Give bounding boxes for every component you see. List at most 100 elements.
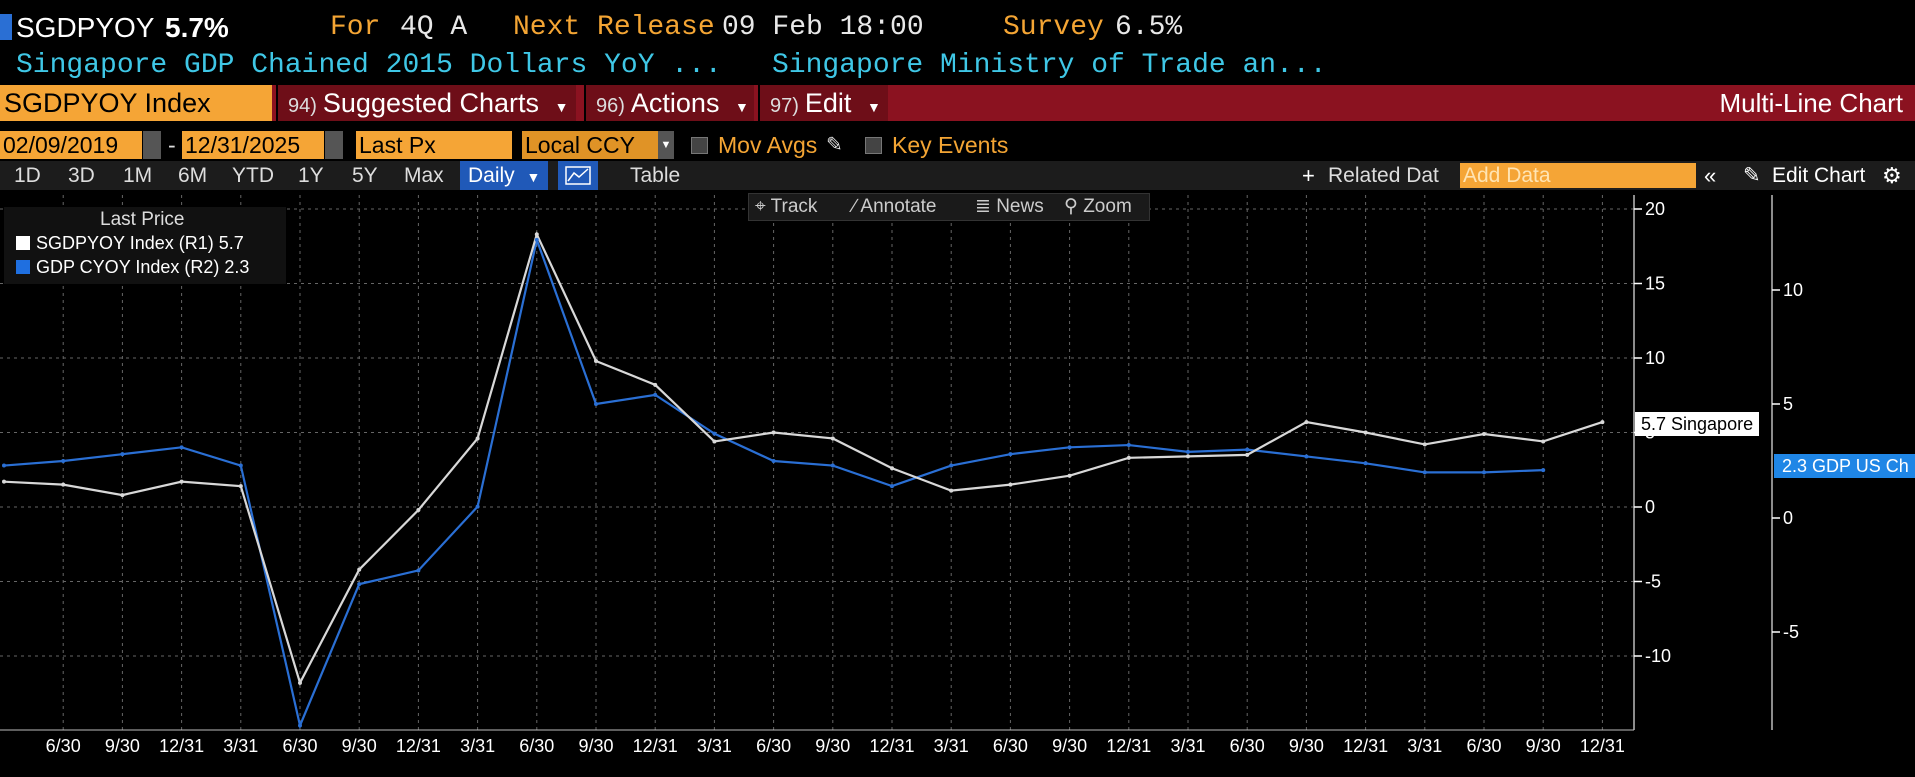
range-max[interactable]: Max <box>404 164 444 187</box>
table-button[interactable]: Table <box>630 164 681 187</box>
legend-item-sgdpyoy[interactable]: SGDPYOY Index (R1) 5.7 <box>16 233 244 254</box>
series-gdp-cyoy-point[interactable] <box>949 463 954 468</box>
legend-item-gdp-cyoy[interactable]: GDP CYOY Index (R2) 2.3 <box>16 257 249 278</box>
series-gdp-cyoy-point[interactable] <box>1067 445 1072 450</box>
series-sgdpyoy-point[interactable] <box>1482 431 1486 436</box>
line-chart-icon[interactable] <box>558 161 598 190</box>
series-gdp-cyoy-point[interactable] <box>357 582 362 587</box>
series-sgdpyoy-point[interactable] <box>712 439 717 444</box>
chevron-down-icon[interactable]: ▼ <box>658 131 674 159</box>
series-sgdpyoy-point[interactable] <box>61 482 66 487</box>
series-sgdpyoy-point[interactable] <box>2 479 6 484</box>
series-sgdpyoy-point[interactable] <box>830 436 835 441</box>
series-sgdpyoy-point[interactable] <box>594 358 598 363</box>
series-sgdpyoy-point[interactable] <box>1008 482 1013 487</box>
series-sgdpyoy-point[interactable] <box>1422 442 1427 447</box>
series-gdp-cyoy-point[interactable] <box>1482 470 1486 475</box>
series-gdp-cyoy-point[interactable] <box>238 463 243 468</box>
series-sgdpyoy-point[interactable] <box>949 488 954 493</box>
series-gdp-cyoy-point[interactable] <box>120 452 125 457</box>
x-tick-label: 3/31 <box>460 736 495 756</box>
series-gdp-cyoy-point[interactable] <box>712 431 717 436</box>
plus-icon[interactable]: + <box>1302 163 1315 188</box>
pencil-icon[interactable]: ✎ <box>1743 164 1761 187</box>
range-1m[interactable]: 1M <box>123 164 153 187</box>
series-gdp-cyoy-point[interactable] <box>2 463 6 468</box>
range-3d[interactable]: 3D <box>68 164 95 187</box>
end-date-input[interactable]: 12/31/2025 <box>182 131 324 159</box>
annotate-button[interactable]: ∕ Annotate <box>853 194 937 220</box>
range-5y[interactable]: 5Y <box>352 164 378 187</box>
series-gdp-cyoy-point[interactable] <box>1008 452 1013 457</box>
series-gdp-cyoy-point[interactable] <box>179 445 184 450</box>
series-sgdpyoy-point[interactable] <box>298 680 302 685</box>
series-gdp-cyoy-point[interactable] <box>1186 449 1190 454</box>
track-button[interactable]: ⌖ Track <box>755 194 817 220</box>
series-gdp-cyoy-point[interactable] <box>653 392 658 397</box>
series-gdp-cyoy-point[interactable] <box>1304 454 1309 459</box>
series-gdp-cyoy-point[interactable] <box>298 723 302 728</box>
chart-legend[interactable]: Last Price SGDPYOY Index (R1) 5.7 GDP CY… <box>4 207 286 284</box>
series-gdp-cyoy-point[interactable] <box>830 463 835 468</box>
calendar-icon[interactable] <box>143 131 161 159</box>
calendar-icon[interactable] <box>325 131 343 159</box>
series-gdp-cyoy-point[interactable] <box>1422 470 1427 475</box>
currency-select[interactable]: Local CCY <box>522 131 658 159</box>
gear-icon[interactable]: ⚙ <box>1882 163 1902 188</box>
pencil-icon[interactable]: ✎ <box>826 134 843 156</box>
series-sgdpyoy-point[interactable] <box>771 430 776 435</box>
series-gdp-cyoy-point[interactable] <box>890 484 894 489</box>
field-select[interactable]: Last Px <box>356 131 512 159</box>
frequency-dropdown[interactable]: Daily ▼ <box>460 161 549 190</box>
actions-button[interactable]: 96) Actions ▼ <box>584 85 754 121</box>
edit-chart-button[interactable]: Edit Chart <box>1772 164 1866 187</box>
series-sgdpyoy-point[interactable] <box>1363 430 1368 435</box>
series-gdp-cyoy-point[interactable] <box>475 504 480 509</box>
series-sgdpyoy-point[interactable] <box>475 436 480 441</box>
series-sgdpyoy-point[interactable] <box>416 507 421 512</box>
suggested-charts-button[interactable]: 94) Suggested Charts ▼ <box>276 85 576 121</box>
series-sgdpyoy-point[interactable] <box>357 567 362 572</box>
series-sgdpyoy-point[interactable] <box>1186 454 1190 459</box>
related-data-button[interactable]: Related Dat <box>1328 164 1439 187</box>
add-data-input[interactable]: Add Data <box>1460 163 1696 188</box>
series-gdp-cyoy-point[interactable] <box>534 237 539 242</box>
range-1y[interactable]: 1Y <box>298 164 324 187</box>
news-icon: ≣ <box>975 196 991 217</box>
series-gdp-cyoy-point[interactable] <box>1126 443 1131 448</box>
last-value: 5.7% <box>165 12 229 43</box>
series-gdp-cyoy-point[interactable] <box>1245 447 1250 452</box>
series-gdp-cyoy-point[interactable] <box>771 459 776 463</box>
key-events-checkbox[interactable] <box>865 137 882 154</box>
collapse-icon[interactable]: « <box>1704 163 1717 188</box>
series-gdp-cyoy-point[interactable] <box>416 568 421 573</box>
start-date-input[interactable]: 02/09/2019 <box>0 131 142 159</box>
series-gdp-cyoy-point[interactable] <box>1363 461 1368 466</box>
zoom-button[interactable]: ⚲ Zoom <box>1064 194 1132 220</box>
series-sgdpyoy-point[interactable] <box>1541 439 1546 444</box>
mov-avgs-checkbox[interactable] <box>691 137 708 154</box>
series-sgdpyoy-point[interactable] <box>179 479 184 484</box>
series-sgdpyoy-point[interactable] <box>1600 420 1605 425</box>
news-button[interactable]: ≣ News <box>975 194 1044 220</box>
series-sgdpyoy-point[interactable] <box>1126 455 1131 460</box>
range-6m[interactable]: 6M <box>178 164 208 187</box>
series-gdp-cyoy-point[interactable] <box>594 402 598 406</box>
series-sgdpyoy-point[interactable] <box>1067 473 1072 478</box>
series-gdp-cyoy-point[interactable] <box>61 459 66 463</box>
series-sgdpyoy-point[interactable] <box>534 232 539 237</box>
x-tick-label: 12/31 <box>159 736 204 756</box>
range-ytd[interactable]: YTD <box>232 164 274 187</box>
series-sgdpyoy-point[interactable] <box>238 484 243 489</box>
range-1d[interactable]: 1D <box>14 164 41 187</box>
series-gdp-cyoy-point[interactable] <box>1541 468 1546 473</box>
series-sgdpyoy-point[interactable] <box>890 466 894 471</box>
series-sgdpyoy-point[interactable] <box>120 493 125 498</box>
series-sgdpyoy-line[interactable] <box>3 231 1603 686</box>
series-sgdpyoy-point[interactable] <box>1304 420 1309 425</box>
security-field[interactable]: SGDPYOY Index <box>0 85 272 121</box>
series-sgdpyoy-point[interactable] <box>653 382 658 387</box>
series-sgdpyoy-point[interactable] <box>1245 452 1250 457</box>
edit-button[interactable]: 97) Edit ▼ <box>758 85 888 121</box>
